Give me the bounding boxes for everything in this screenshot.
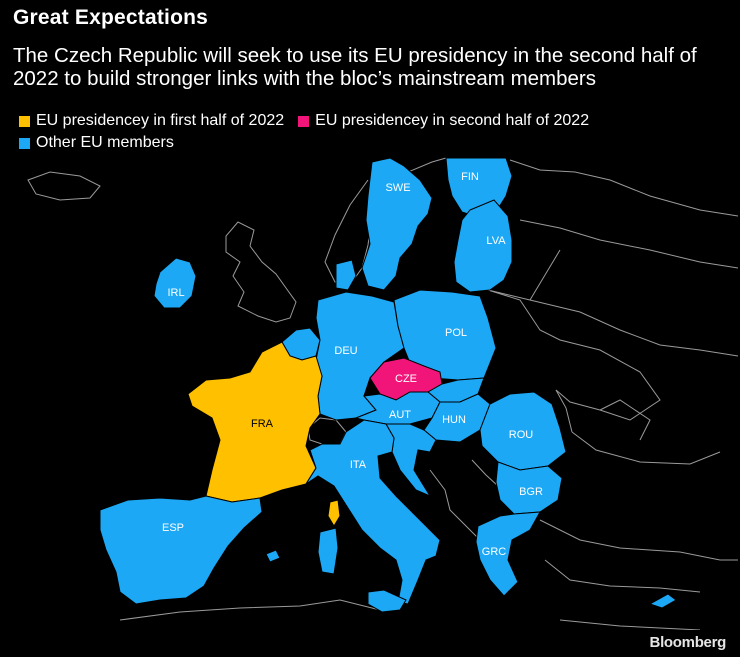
iceland-outline xyxy=(27,171,101,201)
legend-item-other: Other EU members xyxy=(19,134,174,152)
chart-subtitle: The Czech Republic will seek to use its … xyxy=(13,44,697,90)
country-grc xyxy=(475,511,541,597)
source-credit: Bloomberg xyxy=(649,634,727,651)
legend-row-2: Other EU members xyxy=(19,132,603,154)
country-corsica xyxy=(327,499,341,527)
label-deu: DEU xyxy=(334,345,357,357)
country-labels: SWE FIN LVA IRL DEU POL CZE FRA AUT HUN … xyxy=(162,171,543,558)
legend-row-1: EU presidencey in first half of 2022 EU … xyxy=(19,110,603,132)
label-lva: LVA xyxy=(486,235,506,247)
legend-swatch-other xyxy=(19,137,30,149)
black-sea-outline xyxy=(571,399,721,465)
russia-outline xyxy=(487,159,739,357)
label-irl: IRL xyxy=(167,287,184,299)
eu-countries xyxy=(99,157,677,613)
chart-title: Great Expectations xyxy=(13,6,208,29)
country-ita xyxy=(305,419,441,605)
label-grc: GRC xyxy=(482,546,507,558)
country-irl xyxy=(153,257,197,309)
legend: EU presidencey in first half of 2022 EU … xyxy=(19,110,603,154)
country-sardinia xyxy=(317,527,339,575)
label-bgr: BGR xyxy=(519,486,543,498)
uk-outline xyxy=(225,221,297,323)
label-hun: HUN xyxy=(442,414,466,426)
turkey-outline xyxy=(539,519,738,593)
legend-swatch-first-half xyxy=(19,115,30,127)
label-fin: FIN xyxy=(461,171,479,183)
legend-swatch-second-half xyxy=(298,115,310,127)
label-rou: ROU xyxy=(509,429,534,441)
label-fra: FRA xyxy=(251,418,274,430)
country-rou xyxy=(479,391,567,471)
legend-label-second-half: EU presidencey in second half of 2022 xyxy=(315,112,590,129)
country-cyprus xyxy=(648,593,677,609)
country-esp-prt xyxy=(99,495,263,605)
label-esp: ESP xyxy=(162,522,184,534)
country-den xyxy=(335,259,357,291)
country-baltics xyxy=(453,199,513,293)
europe-map: SWE FIN LVA IRL DEU POL CZE FRA AUT HUN … xyxy=(27,157,739,630)
label-ita: ITA xyxy=(350,459,367,471)
label-aut: AUT xyxy=(389,409,411,421)
moldova-outline xyxy=(555,389,573,433)
legend-item-second-half: EU presidencey in second half of 2022 xyxy=(298,112,589,130)
label-cze: CZE xyxy=(395,373,417,385)
country-sicily xyxy=(367,589,407,613)
country-fra xyxy=(187,341,323,503)
africa-outline xyxy=(119,599,701,630)
belarus-ukraine-outline xyxy=(487,249,661,421)
label-swe: SWE xyxy=(385,182,410,194)
legend-label-first-half: EU presidencey in first half of 2022 xyxy=(36,112,285,129)
label-pol: POL xyxy=(445,327,467,339)
country-swe xyxy=(361,157,433,291)
country-slo-cro xyxy=(385,423,437,498)
legend-label-other: Other EU members xyxy=(36,134,174,151)
country-balearics xyxy=(265,549,281,563)
legend-item-first-half: EU presidencey in first half of 2022 xyxy=(19,112,284,130)
country-bgr xyxy=(495,461,563,515)
